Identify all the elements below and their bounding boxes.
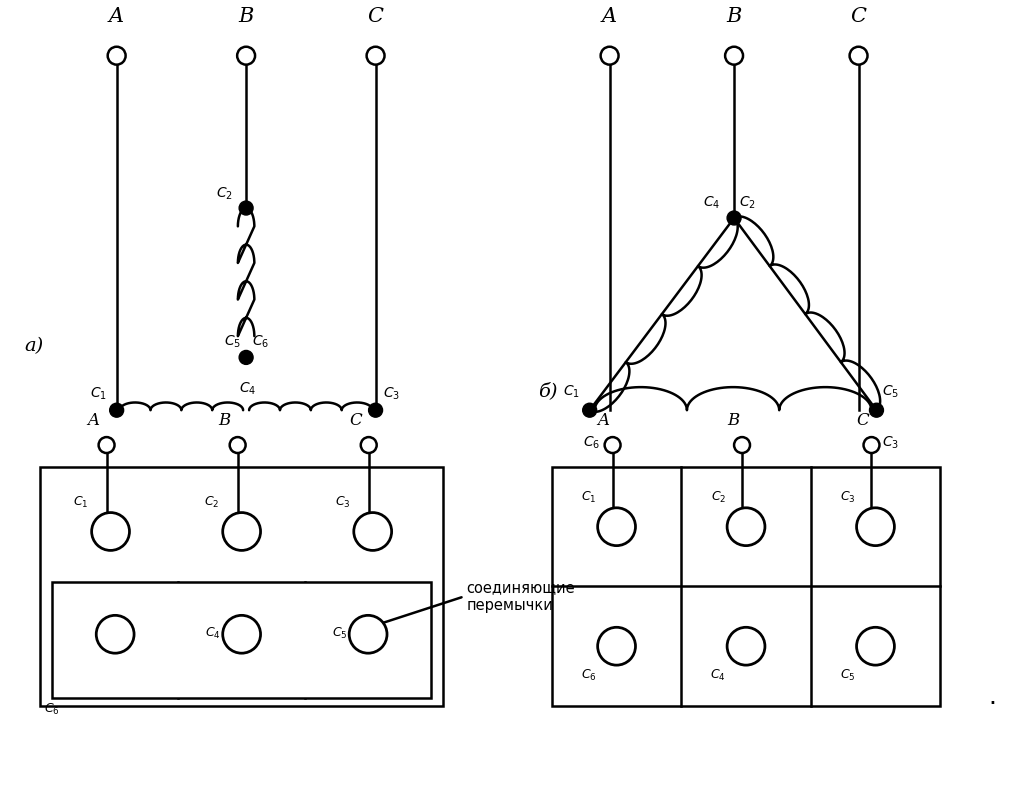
- Text: $C_4$: $C_4$: [205, 626, 221, 641]
- Circle shape: [583, 403, 597, 417]
- Text: $C_1$: $C_1$: [90, 386, 106, 402]
- Circle shape: [598, 508, 636, 546]
- Text: $C_1$: $C_1$: [563, 384, 580, 400]
- Text: $C_6$: $C_6$: [252, 334, 269, 350]
- Circle shape: [727, 211, 741, 225]
- Text: C: C: [851, 7, 866, 26]
- Circle shape: [604, 437, 621, 453]
- Text: .: .: [988, 685, 996, 709]
- Text: $C_3$: $C_3$: [883, 434, 899, 451]
- Circle shape: [367, 47, 385, 65]
- Bar: [552, 467, 940, 706]
- Text: $C_4$: $C_4$: [702, 195, 720, 211]
- Text: $C_4$: $C_4$: [240, 380, 257, 397]
- Text: A: A: [110, 7, 124, 26]
- Bar: [40, 467, 443, 706]
- Circle shape: [108, 47, 126, 65]
- Circle shape: [240, 201, 253, 215]
- Text: B: B: [726, 7, 741, 26]
- Text: $C_2$: $C_2$: [216, 185, 233, 202]
- Text: $C_5$: $C_5$: [224, 334, 241, 350]
- Circle shape: [369, 403, 383, 417]
- Circle shape: [734, 437, 750, 453]
- Text: A: A: [88, 412, 99, 429]
- Circle shape: [222, 615, 260, 653]
- Text: C: C: [856, 412, 869, 429]
- Circle shape: [229, 437, 246, 453]
- Circle shape: [598, 627, 636, 665]
- Text: $C_6$: $C_6$: [44, 702, 59, 717]
- Circle shape: [240, 350, 253, 364]
- Circle shape: [96, 615, 134, 653]
- Text: $C_1$: $C_1$: [582, 489, 597, 505]
- Circle shape: [725, 47, 743, 65]
- Circle shape: [353, 512, 391, 550]
- Circle shape: [601, 47, 618, 65]
- Circle shape: [238, 47, 255, 65]
- Text: $C_3$: $C_3$: [840, 489, 856, 505]
- Text: $C_5$: $C_5$: [840, 668, 856, 683]
- Circle shape: [727, 508, 765, 546]
- Text: $C_2$: $C_2$: [739, 195, 756, 211]
- Circle shape: [110, 403, 124, 417]
- Circle shape: [360, 437, 377, 453]
- Text: а): а): [24, 337, 43, 356]
- Text: B: B: [218, 412, 230, 429]
- Circle shape: [863, 437, 880, 453]
- Text: соединяющие
перемычки: соединяющие перемычки: [466, 581, 574, 613]
- Text: A: A: [602, 7, 617, 26]
- Text: $C_6$: $C_6$: [583, 434, 600, 451]
- Text: C: C: [368, 7, 384, 26]
- Text: $C_3$: $C_3$: [335, 494, 351, 509]
- Text: B: B: [727, 412, 739, 429]
- Text: C: C: [349, 412, 362, 429]
- Bar: [52, 581, 431, 698]
- Circle shape: [856, 508, 894, 546]
- Text: $C_5$: $C_5$: [883, 384, 899, 400]
- Text: $C_3$: $C_3$: [383, 386, 399, 402]
- Text: B: B: [239, 7, 254, 26]
- Circle shape: [91, 512, 129, 550]
- Circle shape: [850, 47, 867, 65]
- Text: $C_6$: $C_6$: [581, 668, 597, 683]
- Text: $C_5$: $C_5$: [332, 626, 347, 641]
- Circle shape: [222, 512, 260, 550]
- Circle shape: [349, 615, 387, 653]
- Circle shape: [727, 627, 765, 665]
- Text: б): б): [538, 383, 557, 400]
- Text: $C_4$: $C_4$: [711, 668, 726, 683]
- Circle shape: [98, 437, 115, 453]
- Text: A: A: [598, 412, 609, 429]
- Circle shape: [869, 403, 884, 417]
- Text: $C_2$: $C_2$: [711, 489, 726, 505]
- Text: $C_1$: $C_1$: [73, 494, 89, 509]
- Circle shape: [856, 627, 894, 665]
- Text: $C_2$: $C_2$: [205, 494, 220, 509]
